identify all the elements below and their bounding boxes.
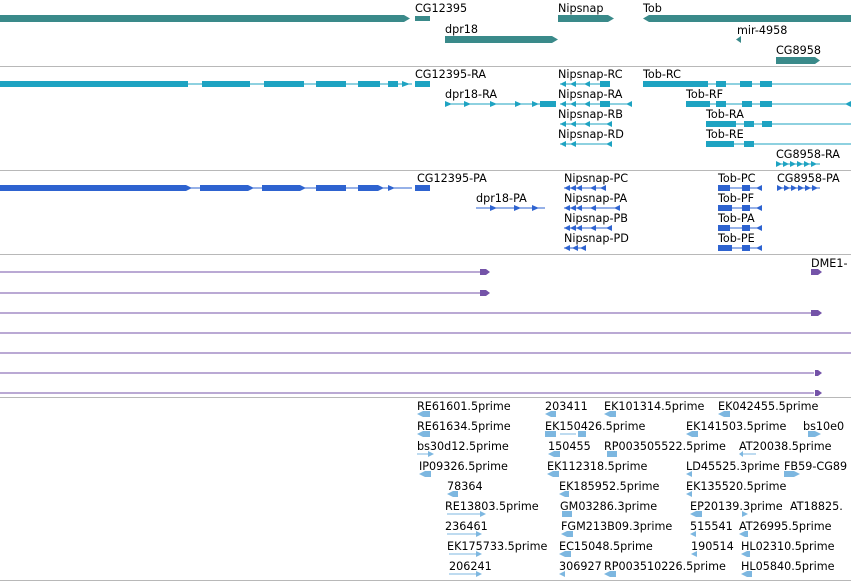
track-divider xyxy=(0,170,851,171)
track-divider xyxy=(0,66,851,67)
transcript-glyph[interactable] xyxy=(0,66,851,170)
protein-label: Tob-PA xyxy=(718,212,755,225)
est-label: RE61601.5prime xyxy=(417,400,511,413)
est-label: EK141503.5prime xyxy=(686,420,787,433)
est-label: 78364 xyxy=(447,480,483,493)
est-label: FB59-CG89 xyxy=(784,460,848,473)
est-label: RP003510226.5prime xyxy=(604,560,726,573)
est-label: EK150426.5prime xyxy=(545,420,646,433)
est-label: EK185952.5prime xyxy=(559,480,660,493)
est-label: LD45525.3prime xyxy=(686,460,780,473)
gene-label: mir-4958 xyxy=(737,24,788,37)
est-label: IP09326.5prime xyxy=(419,460,508,473)
est-glyph[interactable] xyxy=(0,397,851,582)
protein-label: CG8958-PA xyxy=(777,172,840,185)
est-label: EC15048.5prime xyxy=(559,540,653,553)
protein-label: Tob-PE xyxy=(718,232,755,245)
transcript-label: Nipsnap-RA xyxy=(558,88,623,101)
transcript-label: Tob-RE xyxy=(706,128,744,141)
est-label: EK175733.5prime xyxy=(447,540,548,553)
est-label: 306927 xyxy=(559,560,602,573)
est-label: EK101314.5prime xyxy=(604,400,705,413)
transcript-label: Tob-RA xyxy=(706,108,744,121)
gene-label: Nipsnap xyxy=(558,2,604,15)
est-label: EK135520.5prime xyxy=(686,480,787,493)
est-label: EK112318.5prime xyxy=(547,460,648,473)
est-label: RE13803.5prime xyxy=(445,500,539,513)
est-label: EP20139.3prime xyxy=(690,500,783,513)
est-label: bs10e0 xyxy=(803,420,845,433)
protein-label: Tob-PC xyxy=(718,172,756,185)
est-label: 515541 xyxy=(690,520,733,533)
protein-glyph[interactable] xyxy=(0,170,851,254)
gene-label: Tob xyxy=(643,2,662,15)
protein-label: Nipsnap-PC xyxy=(564,172,629,185)
est-label: 236461 xyxy=(445,520,488,533)
transcript-label: Nipsnap-RD xyxy=(558,128,624,141)
protein-label: Nipsnap-PD xyxy=(564,232,629,245)
transcript-label: CG8958-RA xyxy=(776,148,840,161)
transcript-label: Nipsnap-RC xyxy=(558,68,623,81)
protein-label: dpr18-PA xyxy=(476,192,527,205)
protein-label: CG12395-PA xyxy=(417,172,487,185)
est-label: FGM213B09.3prime xyxy=(561,520,673,533)
gene-label: CG8958 xyxy=(776,44,821,57)
est-label: 206241 xyxy=(449,560,492,573)
est-label: EK042455.5prime xyxy=(718,400,819,413)
est-label: AT26995.5prime xyxy=(739,520,832,533)
est-label: GM03286.3prime xyxy=(560,500,658,513)
est-label: AT20038.5prime xyxy=(739,440,832,453)
est-label: AT18825. xyxy=(790,500,843,513)
est-label: 203411 xyxy=(545,400,588,413)
est-label: HL02310.5prime xyxy=(741,540,835,553)
est-label: HL05840.5prime xyxy=(741,560,835,573)
est-label: RE61634.5prime xyxy=(417,420,511,433)
est-label: 150455 xyxy=(548,440,591,453)
alignment-label: DME1- xyxy=(811,257,848,270)
transcript-label: CG12395-RA xyxy=(415,68,487,81)
transcript-label: Tob-RC xyxy=(643,68,681,81)
track-divider xyxy=(0,580,851,581)
protein-label: Nipsnap-PB xyxy=(564,212,628,225)
track-divider xyxy=(0,397,851,398)
est-label: RP003505522.5prime xyxy=(604,440,726,453)
gene-glyph[interactable] xyxy=(0,0,851,66)
alignment-glyph[interactable] xyxy=(0,254,851,397)
gene-label: CG12395 xyxy=(415,2,468,15)
est-label: bs30d12.5prime xyxy=(417,440,509,453)
transcript-label: dpr18-RA xyxy=(445,88,498,101)
track-divider xyxy=(0,254,851,255)
transcript-label: Tob-RF xyxy=(686,88,724,101)
transcript-label: Nipsnap-RB xyxy=(558,108,623,121)
protein-label: Tob-PF xyxy=(718,192,755,205)
gene-label: dpr18 xyxy=(445,23,479,36)
protein-label: Nipsnap-PA xyxy=(564,192,628,205)
est-label: 190514 xyxy=(691,540,734,553)
